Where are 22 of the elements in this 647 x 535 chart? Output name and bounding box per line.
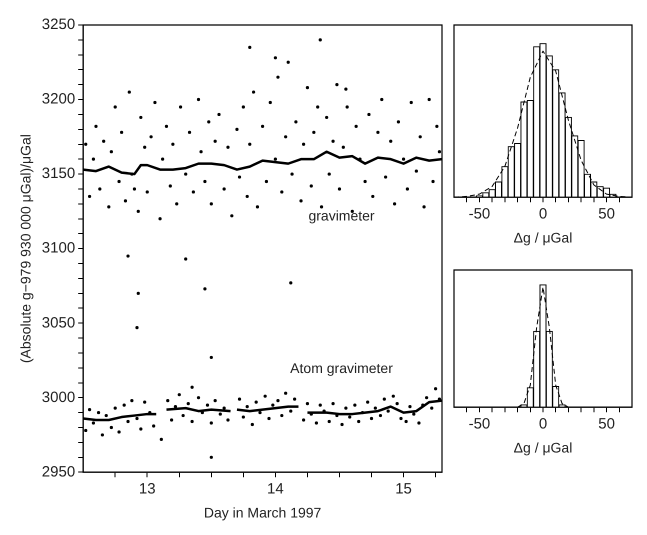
series-label: gravimeter [308,208,375,224]
x-tick-label: 15 [395,480,412,498]
x-tick-label: 0 [538,205,548,222]
y-tick-label: 3050 [42,314,76,332]
series-label: Atom gravimeter [290,360,394,376]
x-axis-title: Day in March 1997 [204,504,322,520]
y-tick-label: 3150 [42,165,76,182]
y-tick-label: 3100 [42,240,76,257]
x-tick-label: 0 [538,415,548,432]
y-tick-label: 2950 [42,463,76,480]
x-axis-title: Δg / μGal [514,229,572,246]
y-tick-label: 3000 [42,388,76,406]
x-tick-label: 50 [598,205,615,222]
y-tick-label: 3250 [42,16,76,34]
x-tick-label: 50 [598,415,615,432]
x-tick-label: 13 [138,480,156,498]
x-tick-label: -50 [468,415,490,432]
y-tick-label: 3200 [42,90,76,108]
x-tick-label: 14 [267,480,284,498]
x-tick-label: -50 [468,205,490,222]
x-axis-title: Δg / μGal [514,439,572,456]
y-axis-title: (Absolute g−979 930 000 μGal)/μGal [17,134,34,364]
